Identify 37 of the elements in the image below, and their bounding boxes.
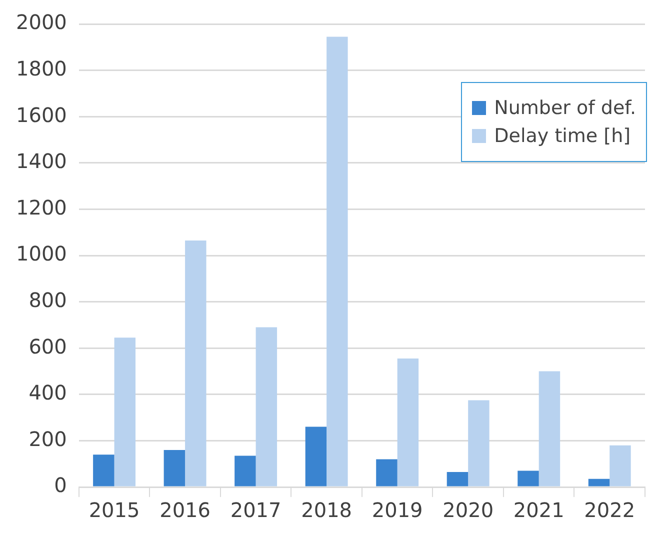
- bar: [305, 426, 327, 486]
- x-tick-label: 2017: [230, 498, 282, 522]
- x-tick-label: 2022: [584, 498, 636, 522]
- bar: [185, 240, 206, 486]
- y-tick-label: 1200: [16, 195, 67, 220]
- x-tick-label: 2021: [513, 498, 564, 522]
- bar: [234, 456, 256, 486]
- x-tick-label: 2020: [442, 498, 494, 522]
- bar: [93, 454, 114, 486]
- y-tick-label: 800: [28, 288, 67, 312]
- bar: [468, 400, 490, 486]
- bar: [610, 445, 631, 486]
- bar: [397, 358, 419, 486]
- y-tick-label: 0: [54, 473, 67, 498]
- y-tick-label: 1600: [16, 102, 67, 127]
- bar: [164, 450, 186, 486]
- y-tick-label: 200: [28, 426, 67, 451]
- x-tick-label: 2015: [88, 498, 140, 522]
- bar: [256, 327, 278, 486]
- y-tick-label: 1000: [16, 242, 67, 266]
- legend-label: Delay time [h]: [494, 125, 631, 147]
- y-tick-label: 1400: [16, 149, 67, 174]
- legend-label: Number of def.: [494, 97, 636, 119]
- x-tick-label: 2016: [160, 498, 210, 522]
- bar: [326, 36, 348, 486]
- y-tick-label: 600: [28, 334, 67, 358]
- bar: [376, 459, 398, 486]
- y-tick-label: 400: [28, 380, 67, 405]
- x-tick-label: 2018: [301, 498, 352, 522]
- bar: [588, 478, 610, 486]
- bar: [114, 338, 136, 486]
- y-tick-label: 1800: [16, 56, 67, 81]
- bar: [518, 470, 539, 486]
- bar: [538, 371, 560, 486]
- y-tick-label: 2000: [16, 10, 67, 34]
- x-tick-label: 2019: [372, 498, 423, 522]
- bar: [446, 472, 468, 486]
